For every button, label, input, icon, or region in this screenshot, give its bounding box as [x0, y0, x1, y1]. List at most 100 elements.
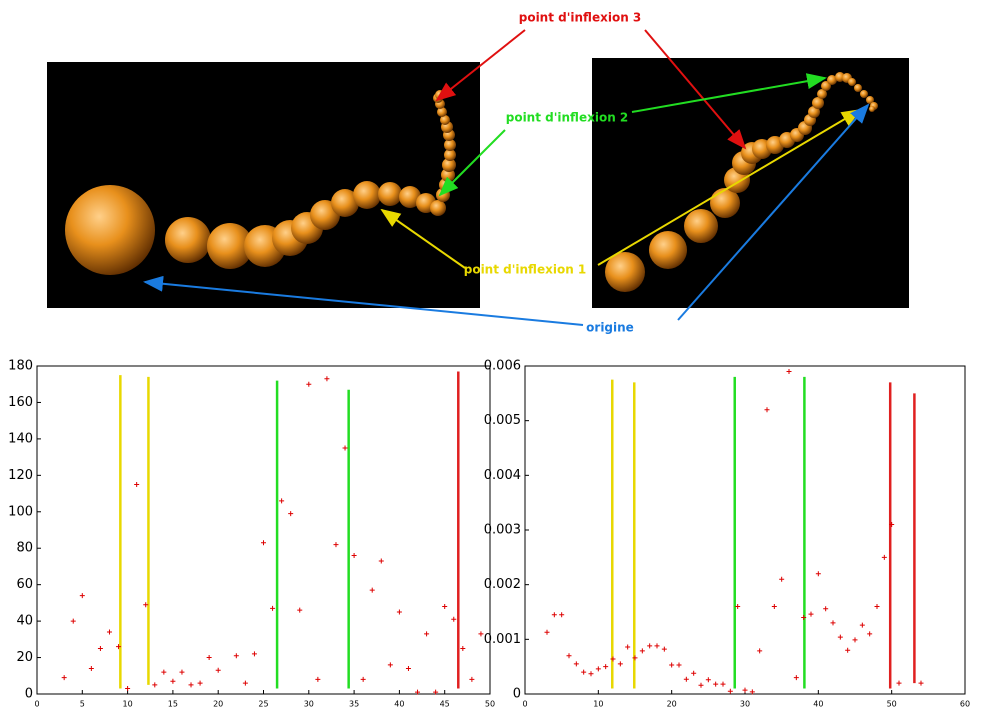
point — [647, 643, 653, 649]
sphere — [442, 158, 456, 172]
arrow — [380, 208, 466, 269]
sphere — [808, 106, 820, 118]
point — [179, 669, 185, 675]
point — [97, 645, 103, 651]
point — [270, 605, 276, 611]
point — [387, 662, 393, 668]
point — [676, 662, 682, 668]
point — [727, 688, 733, 694]
point — [771, 604, 777, 610]
point — [720, 681, 726, 687]
x-tick-label: 5 — [80, 700, 85, 709]
x-tick-label: 50 — [887, 700, 897, 709]
point — [705, 677, 711, 683]
point — [815, 571, 821, 577]
sphere — [827, 75, 837, 85]
point — [691, 670, 697, 676]
point — [639, 648, 645, 654]
point — [125, 686, 131, 692]
point — [654, 643, 660, 649]
point — [378, 558, 384, 564]
arrow — [143, 275, 584, 326]
point — [469, 676, 475, 682]
sphere — [848, 78, 856, 86]
sphere — [331, 189, 359, 217]
x-tick-label: 10 — [123, 700, 133, 709]
y-tick-label: 100 — [8, 504, 33, 519]
y-tick-label: 0.002 — [484, 577, 521, 592]
point — [551, 612, 557, 618]
point — [306, 381, 312, 387]
sphere — [684, 209, 718, 243]
y-tick-label: 40 — [16, 614, 33, 629]
arrow — [438, 129, 506, 197]
arrow — [644, 29, 747, 150]
point — [610, 656, 616, 662]
y-tick-label: 0.004 — [484, 468, 521, 483]
point — [544, 629, 550, 635]
point — [661, 646, 667, 652]
y-tick-label: 140 — [8, 431, 33, 446]
point — [279, 498, 285, 504]
point — [808, 611, 814, 617]
point — [424, 631, 430, 637]
point — [764, 407, 770, 413]
point — [360, 676, 366, 682]
point — [683, 676, 689, 682]
point — [573, 661, 579, 667]
point — [742, 687, 748, 693]
sphere — [710, 188, 740, 218]
x-tick-label: 25 — [258, 700, 268, 709]
point — [779, 576, 785, 582]
point — [566, 653, 572, 659]
point — [433, 689, 439, 695]
point — [61, 675, 67, 681]
annotation: origine — [586, 321, 634, 335]
point — [830, 620, 836, 626]
x-tick-label: 30 — [740, 700, 750, 709]
point — [859, 622, 865, 628]
y-tick-label: 20 — [16, 650, 33, 665]
arrows — [143, 29, 870, 326]
y-tick-label: 0.001 — [484, 632, 521, 647]
x-tick-label: 40 — [813, 700, 823, 709]
annotation: point d'inflexion 1 — [464, 263, 587, 277]
point — [369, 587, 375, 593]
point — [152, 682, 158, 688]
point — [595, 666, 601, 672]
point — [333, 542, 339, 548]
point — [215, 667, 221, 673]
point — [669, 662, 675, 668]
y-tick-label: 120 — [8, 468, 33, 483]
sphere — [444, 149, 456, 161]
arrow — [597, 108, 862, 266]
point — [837, 634, 843, 640]
y-tick-label: 60 — [16, 577, 33, 592]
point — [845, 647, 851, 653]
sphere — [378, 182, 402, 206]
point — [242, 680, 248, 686]
x-tick-label: 60 — [960, 700, 970, 709]
point — [801, 614, 807, 620]
point — [793, 675, 799, 681]
point — [625, 644, 631, 650]
point — [70, 618, 76, 624]
spheres — [65, 72, 878, 292]
sphere — [399, 186, 421, 208]
arrow — [435, 29, 526, 102]
point — [106, 629, 112, 635]
point — [342, 445, 348, 451]
point — [442, 604, 448, 610]
annotation: point d'inflexion 2 — [506, 111, 629, 125]
point — [79, 593, 85, 599]
point — [632, 655, 638, 661]
point — [297, 607, 303, 613]
sphere — [430, 200, 446, 216]
point — [852, 637, 858, 643]
plot-area — [36, 365, 491, 695]
sphere — [649, 231, 687, 269]
point — [588, 671, 594, 677]
point — [324, 376, 330, 382]
y-tick-label: 160 — [8, 395, 33, 410]
